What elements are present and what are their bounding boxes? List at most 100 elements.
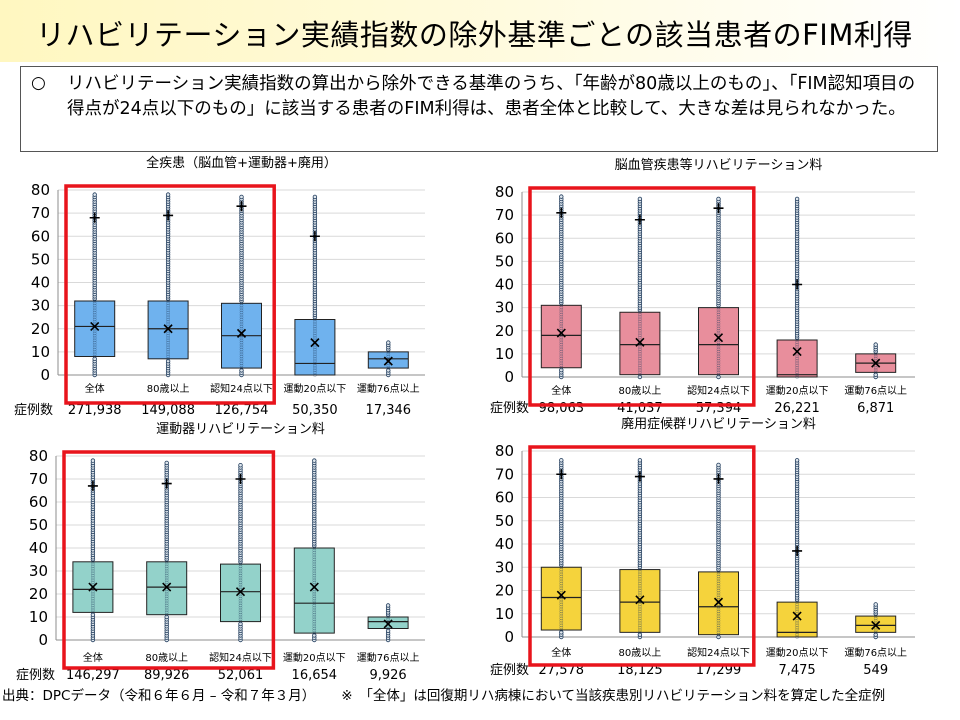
point-dot bbox=[239, 359, 244, 363]
point-dot bbox=[91, 578, 95, 583]
point-dot bbox=[91, 576, 95, 580]
y-tick-label: 30 bbox=[495, 558, 514, 576]
point-dot bbox=[312, 550, 317, 555]
point-dot bbox=[312, 562, 317, 566]
point-dot bbox=[559, 577, 564, 581]
y-tick-label: 10 bbox=[495, 605, 514, 623]
point-dot bbox=[716, 570, 721, 574]
point-dot bbox=[92, 317, 97, 322]
point-dot bbox=[91, 608, 95, 612]
point-dot bbox=[638, 602, 642, 607]
point-dot bbox=[91, 571, 95, 576]
point-dot bbox=[716, 328, 721, 333]
point-dot bbox=[312, 555, 317, 560]
point-dot bbox=[312, 553, 317, 557]
plus-marker bbox=[792, 545, 803, 556]
point-dot bbox=[638, 326, 642, 331]
point-dot bbox=[638, 570, 642, 574]
box bbox=[619, 569, 661, 633]
mean-marker bbox=[383, 356, 393, 366]
case-count: 146,297 bbox=[66, 668, 120, 683]
point-dot bbox=[312, 626, 317, 631]
x-tick-label: 運動76点以上 bbox=[844, 646, 907, 659]
point-dot bbox=[873, 356, 878, 361]
point-dot bbox=[716, 590, 721, 595]
point-dot bbox=[238, 562, 243, 566]
point-dot bbox=[164, 592, 169, 596]
point-dot bbox=[559, 616, 564, 621]
point-dot bbox=[638, 331, 642, 335]
point-dot bbox=[716, 354, 721, 359]
point-dot bbox=[638, 628, 642, 632]
y-tick-label: 80 bbox=[495, 183, 514, 201]
point-dot bbox=[313, 352, 317, 357]
point-dot bbox=[638, 616, 642, 621]
point-dot bbox=[239, 343, 244, 347]
point-dot bbox=[239, 356, 244, 361]
mean-marker bbox=[163, 324, 173, 334]
point-dot bbox=[873, 354, 878, 359]
point-dot bbox=[386, 615, 390, 619]
point-dot bbox=[313, 322, 317, 326]
plus-marker bbox=[163, 210, 174, 221]
point-dot bbox=[638, 361, 642, 365]
point-dot bbox=[795, 363, 799, 368]
point-dot bbox=[873, 616, 878, 621]
point-dot bbox=[638, 358, 642, 363]
point-dot bbox=[164, 562, 169, 566]
point-dot bbox=[638, 623, 642, 628]
point-dot bbox=[238, 596, 243, 601]
point-dot bbox=[238, 576, 243, 580]
point-dot bbox=[638, 335, 642, 340]
outlier-dot bbox=[637, 374, 643, 380]
point-dot bbox=[559, 593, 564, 598]
y-tick-label: 70 bbox=[495, 206, 514, 224]
point-dot bbox=[638, 593, 642, 598]
plus-marker bbox=[236, 201, 247, 212]
point-dot bbox=[91, 573, 95, 578]
point-dot bbox=[795, 342, 799, 347]
mean-marker bbox=[713, 597, 724, 607]
y-tick-label: 0 bbox=[40, 366, 50, 384]
y-tick-label: 40 bbox=[495, 535, 514, 553]
y-tick-label: 80 bbox=[29, 447, 48, 465]
point-dot bbox=[559, 586, 564, 591]
point-dot bbox=[795, 621, 799, 625]
point-dot bbox=[559, 611, 564, 616]
x-tick-label: 全体 bbox=[551, 384, 571, 397]
point-dot bbox=[312, 573, 317, 578]
y-tick-label: 50 bbox=[31, 250, 50, 268]
point-dot bbox=[638, 317, 642, 322]
point-dot bbox=[559, 597, 564, 602]
x-tick-label: 運動20点以下 bbox=[766, 646, 829, 659]
point-dot bbox=[873, 614, 878, 618]
summary-bullet: ○ bbox=[31, 73, 46, 93]
case-count: 549 bbox=[863, 663, 888, 678]
point-dot bbox=[312, 557, 317, 562]
outlier-dot bbox=[164, 460, 169, 466]
point-dot bbox=[873, 628, 878, 632]
point-dot bbox=[312, 624, 317, 629]
point-dot bbox=[638, 365, 642, 370]
point-dot bbox=[716, 352, 721, 356]
point-dot bbox=[91, 585, 95, 589]
point-dot bbox=[795, 635, 799, 639]
point-dot bbox=[312, 594, 317, 599]
point-dot bbox=[166, 336, 170, 340]
plus-marker bbox=[161, 478, 172, 489]
point-dot bbox=[638, 574, 642, 579]
point-dot bbox=[559, 321, 564, 326]
point-dot bbox=[91, 601, 95, 606]
point-dot bbox=[312, 608, 317, 612]
point-dot bbox=[638, 584, 642, 588]
point-dot bbox=[638, 618, 642, 623]
point-dot bbox=[164, 612, 169, 617]
box bbox=[540, 566, 582, 631]
point-dot bbox=[873, 352, 878, 356]
point-dot bbox=[559, 628, 564, 632]
plus-marker bbox=[309, 231, 320, 242]
point-dot bbox=[164, 580, 169, 585]
point-dot bbox=[164, 571, 169, 576]
footer: 出典：DPCデータ（令和６年６月 – 令和７年３月） ※ 「全体」は回復期リハ病棟… bbox=[2, 684, 885, 704]
